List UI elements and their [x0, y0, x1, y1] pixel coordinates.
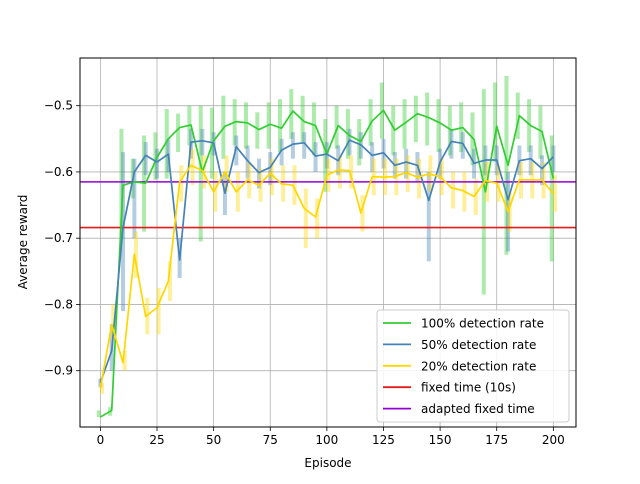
series-line-50pct-detection-rate	[99, 139, 554, 383]
y-axis-ticks: −0.9 −0.8 −0.7 −0.6 −0.5	[44, 99, 80, 378]
legend-label: 100% detection rate	[421, 317, 544, 331]
y-tick-label: −0.6	[44, 165, 73, 179]
y-tick-label: −0.7	[44, 231, 73, 245]
x-tick-label: 150	[429, 433, 452, 447]
x-tick-label: 50	[206, 433, 221, 447]
x-tick-label: 200	[542, 433, 565, 447]
series-line-20pct-detection-rate	[99, 164, 555, 389]
legend-label: 50% detection rate	[421, 338, 536, 352]
y-axis-label: Average reward	[16, 195, 30, 290]
y-tick-label: −0.8	[44, 297, 73, 311]
plot-frame	[79, 57, 577, 428]
legend-box	[376, 309, 570, 423]
x-axis-ticks: 0 25 50 75 100 125 150 175 200	[97, 427, 565, 447]
x-tick-label: 100	[315, 433, 338, 447]
series-lines	[99, 109, 555, 418]
x-tick-label: 25	[149, 433, 164, 447]
legend-label: 20% detection rate	[421, 359, 536, 373]
y-tick-label: −0.9	[44, 364, 73, 378]
x-tick-label: 75	[263, 433, 278, 447]
legend-label: adapted fixed time	[421, 402, 535, 416]
y-tick-label: −0.5	[44, 99, 73, 113]
x-axis-label: Episode	[304, 456, 351, 470]
x-tick-label: 0	[97, 433, 105, 447]
x-tick-label: 125	[372, 433, 395, 447]
legend-label: fixed time (10s)	[421, 381, 516, 395]
x-tick-label: 175	[485, 433, 508, 447]
legend: 100% detection rate 50% detection rate 20%…	[376, 309, 570, 423]
